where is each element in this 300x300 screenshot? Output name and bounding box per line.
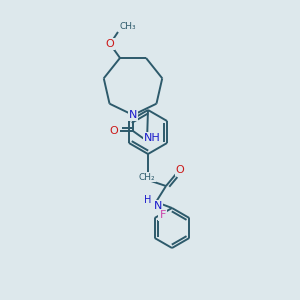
Text: O: O <box>176 165 184 175</box>
Text: CH₃: CH₃ <box>120 22 136 31</box>
Text: N: N <box>129 110 137 120</box>
Text: CH₂: CH₂ <box>139 173 155 182</box>
Text: N: N <box>154 201 162 211</box>
Text: O: O <box>106 39 114 49</box>
Text: F: F <box>160 210 166 220</box>
Text: NH: NH <box>144 133 160 143</box>
Text: O: O <box>110 126 118 136</box>
Text: H: H <box>144 195 152 205</box>
